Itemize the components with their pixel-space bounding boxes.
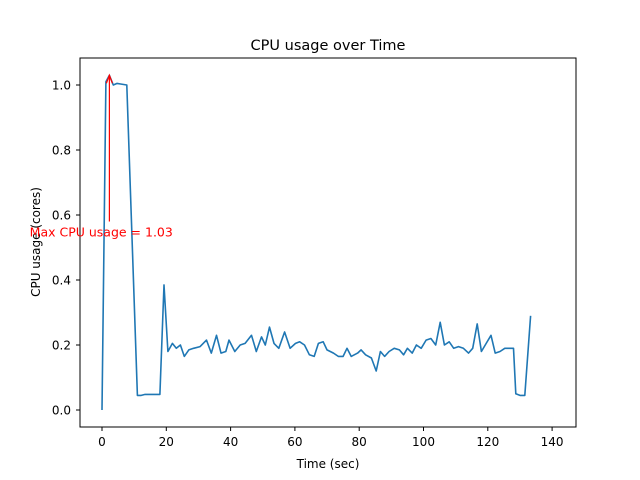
y-tick-label: 0.4 [52,274,71,288]
x-tick-label: 40 [223,435,238,449]
chart-title: CPU usage over Time [251,38,406,54]
max-annotation: Max CPU usage = 1.03 [30,73,173,239]
x-tick-label: 20 [159,435,174,449]
x-tick-label: 80 [352,435,367,449]
x-tick-label: 60 [287,435,302,449]
y-tick-label: 0.2 [52,339,71,353]
x-tick-label: 100 [412,435,435,449]
x-tick-label: 120 [476,435,499,449]
y-tick-label: 0.8 [52,144,71,158]
x-tick-label: 140 [541,435,564,449]
x-tick-label: 0 [98,435,106,449]
x-axis-label: Time (sec) [296,457,360,471]
y-tick-label: 1.0 [52,79,71,93]
series-line-cpu-usage [101,74,532,411]
plot-area [101,74,532,411]
y-tick-label: 0.0 [52,404,71,418]
y-axis-label: CPU usage (cores) [29,187,43,297]
axes-frame [79,57,577,428]
x-axis: 0 20 40 60 80 100 120 140 [98,427,564,449]
annotation-arrowhead [105,73,113,84]
y-tick-label: 0.6 [52,209,71,223]
annotation-text: Max CPU usage = 1.03 [30,224,173,239]
y-axis: 0.0 0.2 0.4 0.6 0.8 1.0 [52,79,80,418]
